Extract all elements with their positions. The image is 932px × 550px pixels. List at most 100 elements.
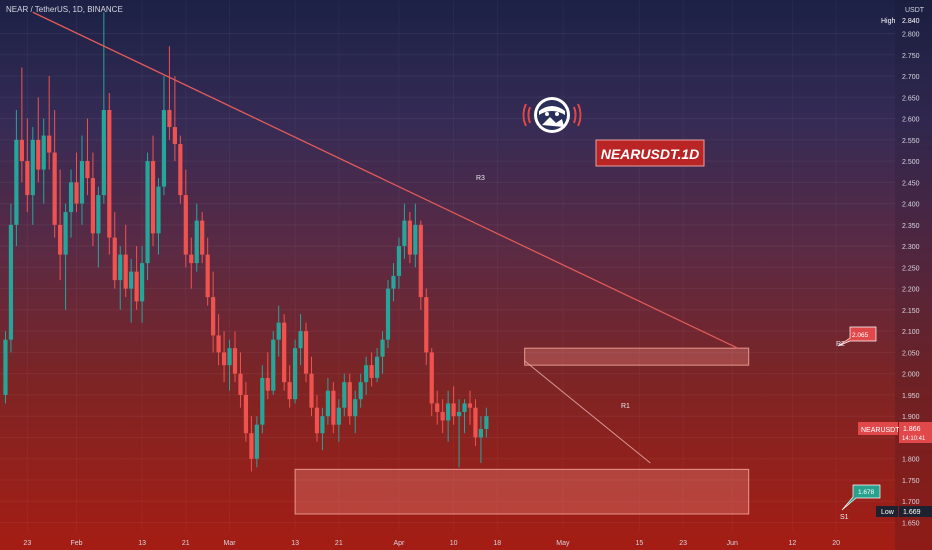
candle-body <box>325 390 330 417</box>
y-tick-label: 2.100 <box>902 329 920 336</box>
symbol-text: NEAR / TetherUS, 1D, BINANCE <box>6 5 123 14</box>
candle-body <box>25 161 30 196</box>
y-tick-label: 2.050 <box>902 350 920 357</box>
candle-body <box>314 407 320 434</box>
candle-body <box>358 382 363 400</box>
y-tick-label: 2.150 <box>902 308 920 315</box>
candle-body <box>385 288 391 340</box>
candles <box>3 12 489 472</box>
candle-body <box>189 254 194 264</box>
watermark-text: NEARUSDT.1D <box>601 146 700 162</box>
candle-body <box>139 263 145 302</box>
x-tick-label: 15 <box>636 540 644 547</box>
y-tick-label: 2.350 <box>902 223 920 230</box>
candle-body <box>200 220 205 255</box>
candle-body <box>194 220 199 264</box>
candle-body <box>172 127 177 145</box>
x-tick-label: 20 <box>832 540 840 547</box>
y-tick-label: 2.450 <box>902 180 920 187</box>
candle-body <box>380 339 385 357</box>
candle-body <box>287 382 292 400</box>
watermark: NEARUSDT.1D <box>522 97 705 167</box>
candle-body <box>336 407 341 425</box>
candle-body <box>342 382 347 408</box>
y-tick-label: 1.750 <box>902 478 920 485</box>
candle-body <box>238 373 243 395</box>
low-value: 1.669 <box>903 509 921 516</box>
candle-body <box>298 331 303 349</box>
candle-body <box>435 403 440 412</box>
candle-body <box>462 403 467 412</box>
low-label: Low <box>881 509 895 516</box>
candle-body <box>418 224 423 298</box>
trendlines <box>32 11 739 464</box>
current-countdown: 14:10:41 <box>902 436 926 442</box>
candle-body <box>85 161 90 179</box>
candle-body <box>429 352 434 404</box>
candle-body <box>243 394 249 434</box>
price-axis[interactable]: 1.6501.7001.7501.8001.8501.9001.9502.000… <box>895 0 932 550</box>
current-symbol: NEARUSDT <box>861 427 900 434</box>
candle-body <box>14 139 19 225</box>
candle-body <box>232 348 238 374</box>
candle-body <box>413 224 418 255</box>
y-tick-label: 1.800 <box>902 457 920 464</box>
candle-body <box>74 182 79 204</box>
candle-body <box>282 322 287 383</box>
x-tick-label: 23 <box>23 540 31 547</box>
high-value: 2.840 <box>902 18 920 25</box>
candle-body <box>451 403 456 417</box>
y-tick-label: 1.650 <box>902 520 920 527</box>
candle-body <box>221 352 227 366</box>
watermark-box <box>595 139 705 167</box>
x-tick-label: Mar <box>223 540 236 547</box>
candle-body <box>8 224 14 340</box>
y-tick-label: 2.650 <box>902 95 920 102</box>
candle-body <box>30 139 35 196</box>
x-tick-label: 21 <box>182 540 190 547</box>
symbol-header[interactable]: NEAR / TetherUS, 1D, BINANCE <box>6 5 123 14</box>
zone-r2 <box>524 347 750 366</box>
s1-price-tag: 1.678 <box>841 484 881 511</box>
candle-body <box>303 331 309 374</box>
candle-body <box>374 356 380 378</box>
zone-s1 <box>294 468 750 515</box>
y-tick-label: 1.700 <box>902 499 920 506</box>
axis-currency: USDT <box>905 7 925 14</box>
x-tick-label: 21 <box>335 540 343 547</box>
astronaut-logo-icon <box>522 97 582 133</box>
grid <box>0 0 895 531</box>
time-axis[interactable]: 23 Feb 13 21 Mar 13 21 Apr 10 18 May 15 23 Jun 12 20 <box>23 540 840 547</box>
candle-body <box>161 110 167 187</box>
candle-body <box>473 407 478 438</box>
candle-body <box>446 403 451 421</box>
high-label: High <box>881 18 896 25</box>
y-tick-label: 2.700 <box>902 74 920 81</box>
x-tick-label: 18 <box>493 540 501 547</box>
annotation-r3: R3 <box>476 175 485 182</box>
candle-body <box>79 161 85 204</box>
y-tick-label: 2.500 <box>902 159 920 166</box>
x-tick-label: Feb <box>70 540 82 547</box>
trendline-r1[interactable] <box>524 360 651 464</box>
candle-body <box>467 403 473 408</box>
price-axis-bg <box>895 0 932 550</box>
candle-body <box>178 144 183 196</box>
x-tick-label: 10 <box>450 540 458 547</box>
candle-body <box>456 411 462 417</box>
candle-body <box>150 161 156 234</box>
annotation-s1: S1 <box>840 514 849 521</box>
y-tick-label: 2.550 <box>902 138 920 145</box>
candle-body <box>41 135 46 170</box>
candle-body <box>90 178 96 234</box>
candle-body <box>402 220 407 247</box>
y-tick-label: 2.400 <box>902 202 920 209</box>
trendline-r3[interactable] <box>32 11 739 349</box>
candle-body <box>19 139 24 162</box>
candle-body <box>347 382 352 417</box>
candle-body <box>271 339 276 391</box>
candle-body <box>145 161 150 264</box>
candle-body <box>227 348 232 366</box>
low-marker: Low 1.669 <box>876 506 932 517</box>
